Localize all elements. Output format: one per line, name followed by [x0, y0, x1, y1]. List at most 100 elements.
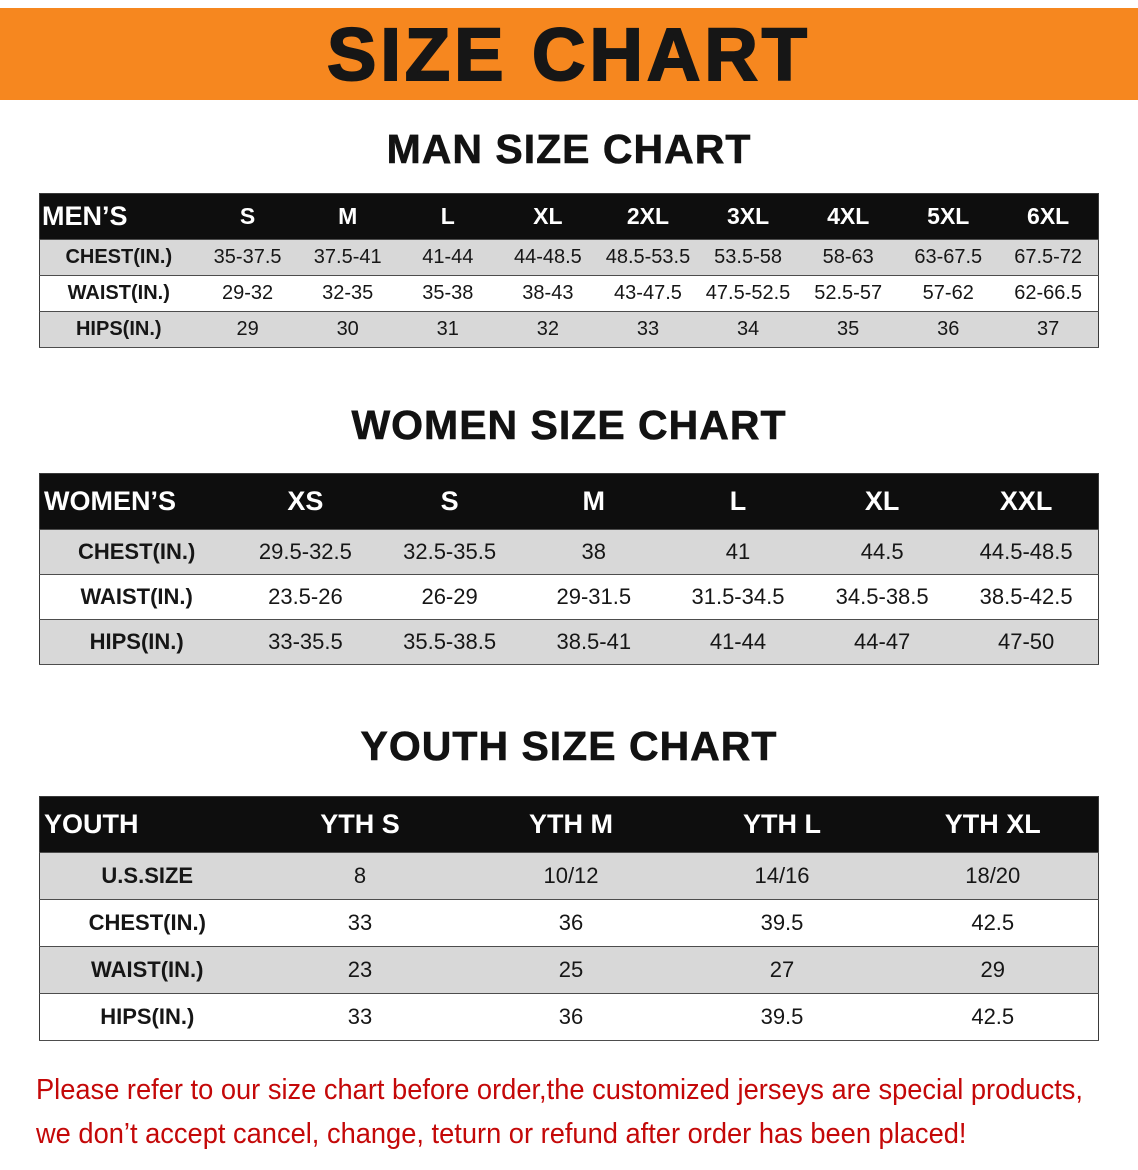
size-column-header: YTH XL [887, 796, 1099, 853]
size-value-cell: 44-47 [810, 619, 955, 665]
table-row: WAIST(IN.) 23.5-26 26-29 29-31.5 31.5-34.5 34… [39, 574, 1099, 620]
size-chart-banner: SIZE CHART [0, 8, 1138, 100]
size-value-cell: 23.5-26 [233, 574, 378, 620]
man-size-chart-title: MAN SIZE CHART [386, 126, 752, 173]
size-value-cell: 41-44 [397, 239, 498, 276]
size-value-cell: 23 [254, 946, 466, 994]
women-size-chart-title: WOMEN SIZE CHART [351, 402, 787, 449]
row-label-cell: WAIST(IN.) [39, 946, 255, 994]
row-label-cell: HIPS(IN.) [39, 311, 198, 348]
row-label-cell: U.S.SIZE [39, 852, 255, 900]
size-value-cell: 36 [465, 899, 677, 947]
size-value-cell: 37 [998, 311, 1099, 348]
size-value-cell: 36 [898, 311, 999, 348]
size-value-cell: 42.5 [887, 899, 1099, 947]
size-value-cell: 8 [254, 852, 466, 900]
size-value-cell: 29-31.5 [521, 574, 666, 620]
size-column-header: XL [810, 473, 955, 530]
size-value-cell: 31 [397, 311, 498, 348]
size-column-header: YTH S [254, 796, 466, 853]
size-value-cell: 58-63 [798, 239, 899, 276]
size-value-cell: 44-48.5 [497, 239, 598, 276]
size-column-header: XXL [954, 473, 1099, 530]
size-column-header: M [521, 473, 666, 530]
disclaimer-line-1: Please refer to our size chart before or… [36, 1074, 1083, 1106]
banner-title: SIZE CHART [326, 12, 811, 97]
size-value-cell: 10/12 [465, 852, 677, 900]
size-value-cell: 52.5-57 [798, 275, 899, 312]
size-value-cell: 31.5-34.5 [665, 574, 811, 620]
size-column-header: S [197, 193, 298, 240]
size-value-cell: 32-35 [297, 275, 398, 312]
size-value-cell: 47-50 [954, 619, 1099, 665]
size-value-cell: 41-44 [665, 619, 811, 665]
table-row: WAIST(IN.) 23 25 27 29 [39, 946, 1099, 994]
table-row: CHEST(IN.) 35-37.5 37.5-41 41-44 44-48.5 48.5… [39, 239, 1099, 276]
size-column-header: 3XL [698, 193, 799, 240]
youth-size-table: YOUTH YTH S YTH M YTH L YTH XL U.S.SIZE 8 10/12… [39, 796, 1099, 1041]
size-value-cell: 32.5-35.5 [377, 529, 522, 575]
size-value-cell: 41 [665, 529, 811, 575]
size-value-cell: 48.5-53.5 [597, 239, 699, 276]
row-label-cell: CHEST(IN.) [39, 529, 234, 575]
row-label-cell: HIPS(IN.) [39, 619, 234, 665]
size-value-cell: 32 [497, 311, 598, 348]
size-value-cell: 29 [197, 311, 298, 348]
size-column-header: XS [233, 473, 378, 530]
size-column-header: YTH L [676, 796, 888, 853]
size-value-cell: 38 [521, 529, 666, 575]
size-value-cell: 34.5-38.5 [810, 574, 955, 620]
size-value-cell: 34 [698, 311, 799, 348]
size-value-cell: 33-35.5 [233, 619, 378, 665]
size-column-header: 2XL [597, 193, 699, 240]
row-label-cell: CHEST(IN.) [39, 239, 198, 276]
size-value-cell: 67.5-72 [998, 239, 1099, 276]
size-value-cell: 47.5-52.5 [698, 275, 799, 312]
size-value-cell: 35-38 [397, 275, 498, 312]
table-title-cell: YOUTH [39, 796, 255, 853]
table-row: U.S.SIZE 8 10/12 14/16 18/20 [39, 852, 1099, 900]
size-column-header: YTH M [465, 796, 677, 853]
size-column-header: XL [497, 193, 598, 240]
size-value-cell: 44.5-48.5 [954, 529, 1099, 575]
table-row: WAIST(IN.) 29-32 32-35 35-38 38-43 43-47.5 47.… [39, 275, 1099, 312]
disclaimer: Please refer to our size chart before or… [36, 1069, 1138, 1156]
size-value-cell: 38.5-41 [521, 619, 666, 665]
size-value-cell: 38.5-42.5 [954, 574, 1099, 620]
size-value-cell: 53.5-58 [698, 239, 799, 276]
size-column-header: S [377, 473, 522, 530]
size-value-cell: 27 [676, 946, 888, 994]
size-value-cell: 36 [465, 993, 677, 1041]
size-value-cell: 35-37.5 [197, 239, 298, 276]
table-title-cell: MEN’S [39, 193, 198, 240]
table-row: HIPS(IN.) 33-35.5 35.5-38.5 38.5-41 41-44 44-… [39, 619, 1099, 665]
size-value-cell: 26-29 [377, 574, 522, 620]
row-label-cell: WAIST(IN.) [39, 574, 234, 620]
table-header-row: MEN’S S M L XL 2XL 3XL 4XL 5XL 6XL [39, 193, 1099, 240]
size-value-cell: 14/16 [676, 852, 888, 900]
size-value-cell: 63-67.5 [898, 239, 999, 276]
size-value-cell: 39.5 [676, 993, 888, 1041]
row-label-cell: CHEST(IN.) [39, 899, 255, 947]
table-row: CHEST(IN.) 29.5-32.5 32.5-35.5 38 41 44.5 44.5… [39, 529, 1099, 575]
size-value-cell: 57-62 [898, 275, 999, 312]
table-title-cell: WOMEN’S [39, 473, 234, 530]
size-value-cell: 30 [297, 311, 398, 348]
disclaimer-line-2: we don’t accept cancel, change, teturn o… [36, 1117, 967, 1150]
size-value-cell: 29 [887, 946, 1099, 994]
youth-size-chart-title: YOUTH SIZE CHART [360, 723, 778, 770]
table-row: HIPS(IN.) 29 30 31 32 33 34 35 36 37 [39, 311, 1099, 348]
size-column-header: L [665, 473, 811, 530]
size-value-cell: 18/20 [887, 852, 1099, 900]
size-value-cell: 33 [597, 311, 699, 348]
row-label-cell: WAIST(IN.) [39, 275, 198, 312]
size-value-cell: 29-32 [197, 275, 298, 312]
men-size-table: MEN’S S M L XL 2XL 3XL 4XL 5XL 6XL CHEST(IN.) 35-37… [39, 193, 1099, 348]
table-row: HIPS(IN.) 33 36 39.5 42.5 [39, 993, 1099, 1041]
size-value-cell: 29.5-32.5 [233, 529, 378, 575]
table-row: CHEST(IN.) 33 36 39.5 42.5 [39, 899, 1099, 947]
size-value-cell: 37.5-41 [297, 239, 398, 276]
size-column-header: 4XL [798, 193, 899, 240]
size-value-cell: 62-66.5 [998, 275, 1099, 312]
